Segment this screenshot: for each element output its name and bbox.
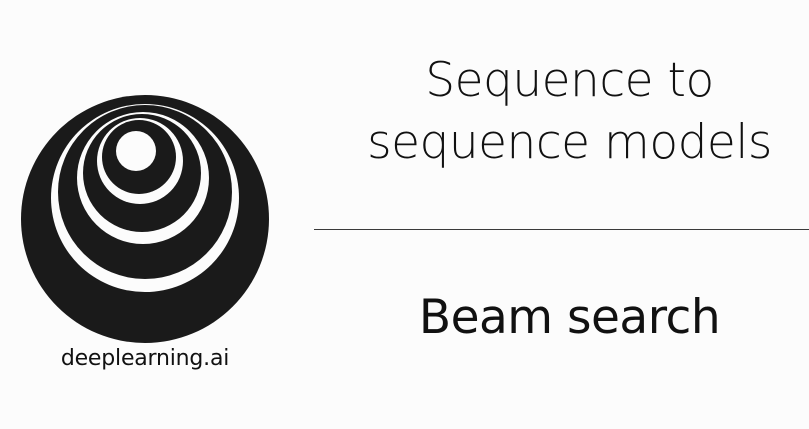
slide-title-line-2: sequence models	[367, 115, 772, 170]
title-divider	[314, 229, 809, 230]
brand-text: deeplearning.ai	[60, 346, 230, 371]
slide-title-line-1: Sequence to	[425, 53, 714, 108]
slide-title: Sequence to sequence models	[330, 50, 809, 174]
deeplearning-ai-logo-icon	[20, 94, 270, 344]
slide-subtitle: Beam search	[418, 290, 721, 345]
